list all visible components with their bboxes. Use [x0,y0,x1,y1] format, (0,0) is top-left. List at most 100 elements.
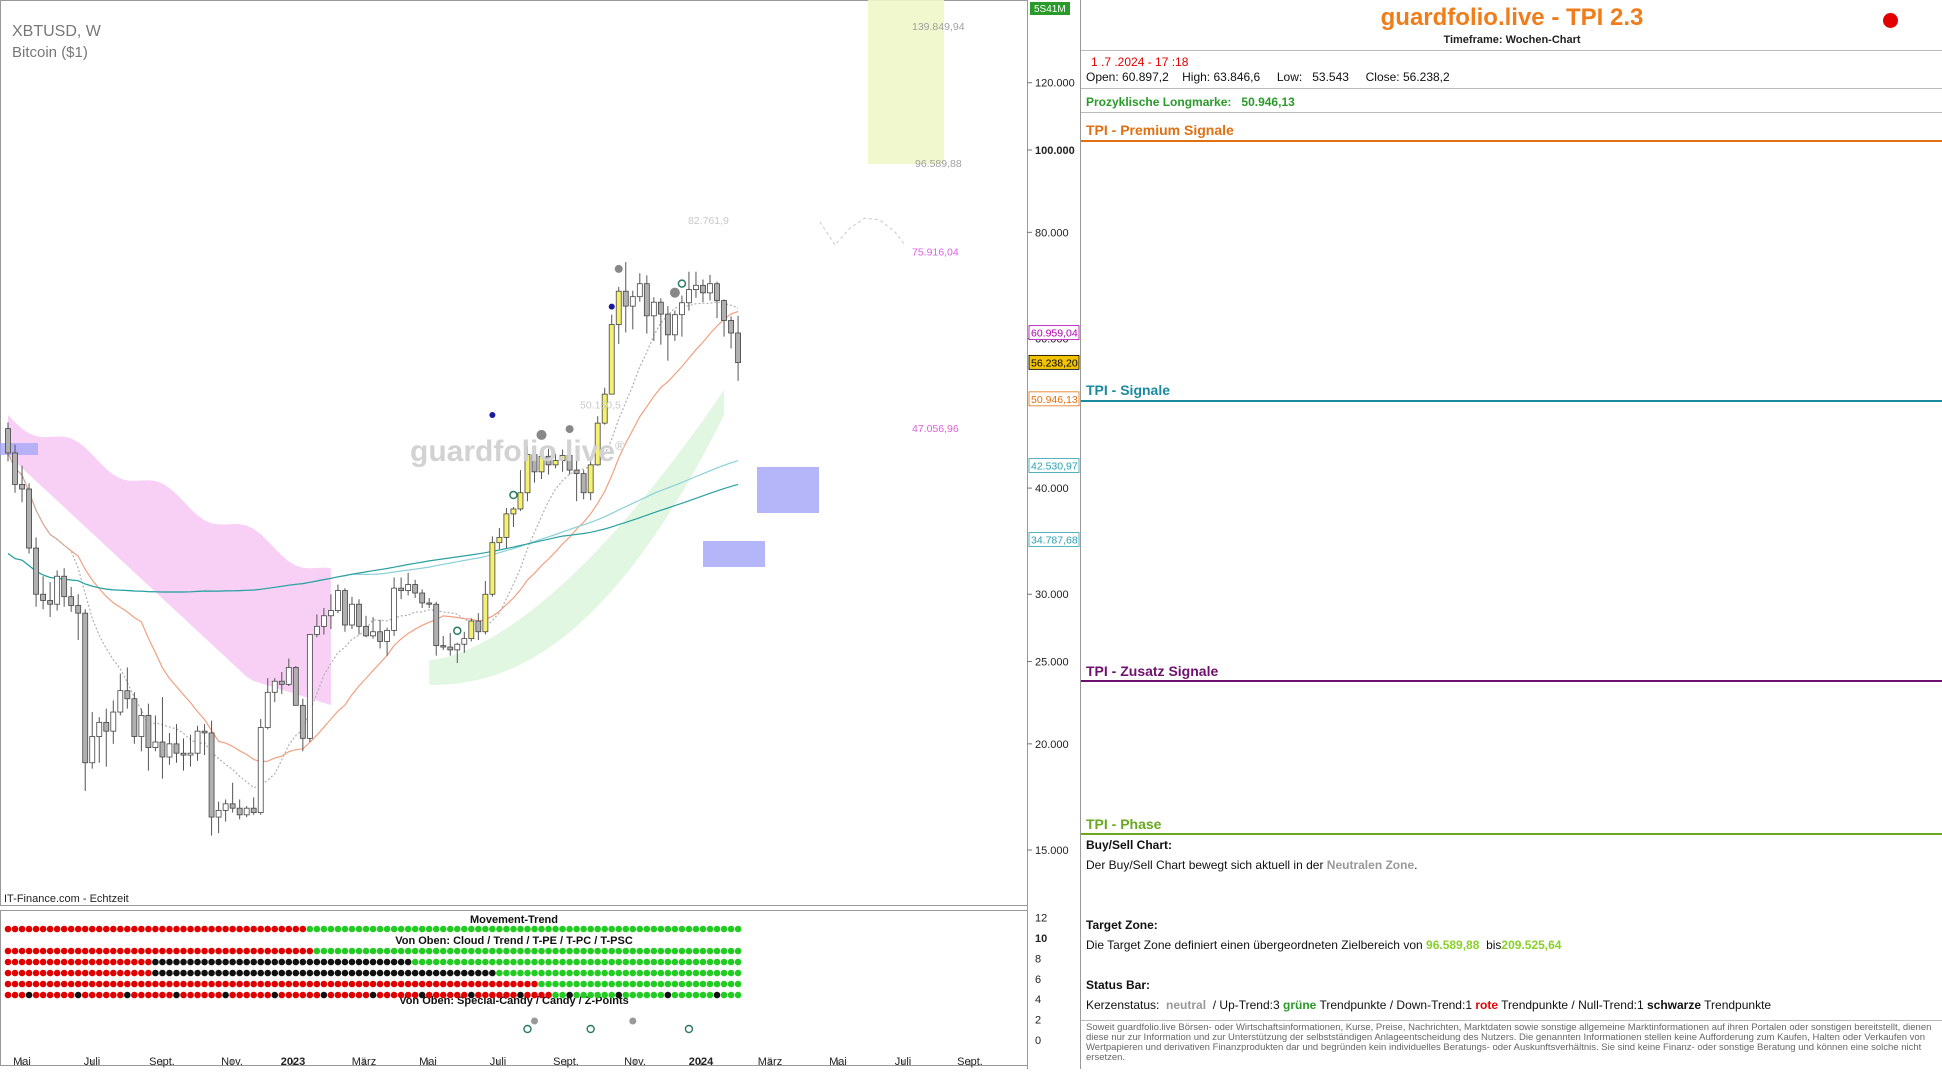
candle-body [313,625,320,635]
trend-dot [636,980,644,988]
trend-dot [531,969,538,977]
trend-dot [145,991,152,999]
trend-dot [489,991,496,999]
status-tp3: Trendpunkte [1704,998,1772,1012]
candle-body [601,393,608,424]
trend-dot [629,980,637,988]
trend-dot [601,991,608,999]
candle-body [728,320,734,334]
trend-dot [580,947,587,955]
trend-dot [327,969,335,977]
trend-dot [559,925,566,933]
trend-dot [25,947,33,955]
candle-body [700,284,706,294]
chart-svg[interactable]: 120.000100.00080.00060.00040.00030.00025… [0,0,1080,1069]
trend-dot [453,925,461,933]
trend-dot [636,958,644,966]
trend-dot [257,958,265,966]
divider [1081,50,1942,51]
trend-dot [53,980,61,988]
trend-dot [503,991,510,999]
trend-dot [629,991,637,999]
trend-dot [95,947,103,955]
trend-dot [32,925,40,933]
trend-dot [559,958,566,966]
trend-dot [292,925,300,933]
trend-dot [18,947,26,955]
trend-dot [334,925,342,933]
trend-dot [88,958,96,966]
trend-dot [306,969,314,977]
trend-dot [376,969,384,977]
candle-body [89,736,96,764]
status-text: Kerzenstatus: neutral / Up-Trend:3 grüne… [1086,998,1771,1012]
trend-dot [180,991,187,999]
trend-dot [327,947,335,955]
trend-dot [636,991,644,999]
trend-dot [432,969,440,977]
candle-body [222,803,229,811]
panel-y-tick: 6 [1035,974,1041,986]
trend-dot [320,925,328,933]
trend-dot [236,958,243,966]
trend-dot [734,991,742,999]
trend-dot [292,980,300,988]
candle-body [735,332,741,364]
section-premium: TPI - Premium Signale [1086,122,1234,138]
trend-dot [678,947,686,955]
candle-body [377,631,383,642]
trend-dot [650,958,658,966]
trend-dot [166,980,173,988]
trend-dot [131,969,138,977]
trend-dot [601,969,608,977]
candle-body [664,313,671,336]
trend-dot [432,980,440,988]
trend-dot [250,991,257,999]
trend-dot [25,925,33,933]
candle-body [643,283,650,317]
price-chart[interactable]: 120.000100.00080.00060.00040.00030.00025… [0,0,1080,1069]
trend-dot [418,969,426,977]
candle-body [54,575,61,605]
trend-dot [615,969,623,977]
close-value: 56.238,2 [1402,70,1450,84]
panel-title: Movement-Trend [470,914,558,926]
trend-dot [566,969,573,977]
trend-dot [524,969,531,977]
trend-dot [573,925,580,933]
trend-dot [489,969,496,977]
trend-dot [706,925,714,933]
trend-dot [341,980,349,988]
trend-dot [369,980,377,988]
trend-dot [355,980,363,988]
trend-dot [4,980,12,988]
trend-dot [236,980,243,988]
trend-dot [243,991,250,999]
trend-dot [306,991,314,999]
trend-dot [411,991,419,999]
trend-dot [173,969,180,977]
trend-dot [461,925,468,933]
trend-dot [95,925,103,933]
price-label-box [1028,354,1080,370]
candle-body [250,807,257,814]
candle-body [482,593,489,633]
panel-y-tick: 12 [1035,913,1047,925]
trend-dot [734,947,742,955]
trend-dot [664,947,672,955]
candle-body [271,680,278,693]
trend-dot [376,925,384,933]
trend-dot [145,980,152,988]
trend-dot [629,925,637,933]
trend-dot [636,947,644,955]
trend-dot [180,925,187,933]
trend-dot [131,925,138,933]
trend-dot [685,969,693,977]
trend-dot [53,958,61,966]
trend-dot [503,958,510,966]
trend-dot [664,991,672,999]
trend-dot [152,958,159,966]
trend-dot [278,969,286,977]
trend-dot [18,969,26,977]
trend-dot [208,991,215,999]
